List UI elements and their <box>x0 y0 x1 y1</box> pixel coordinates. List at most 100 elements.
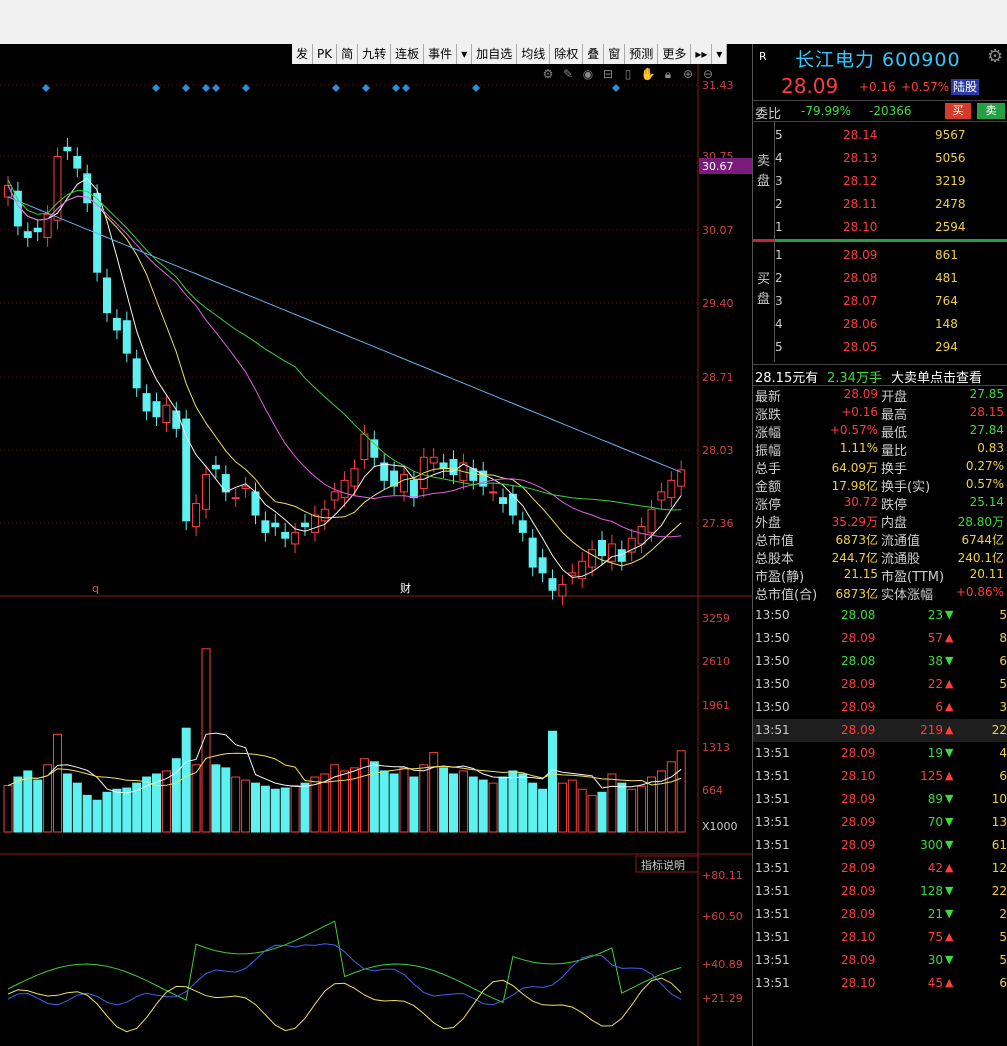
bid-price: 28.06 <box>843 317 878 331</box>
tick-row[interactable]: 13:51 28.09 128 ▼ 22 <box>753 880 1007 903</box>
buy-button[interactable]: 买 <box>945 103 971 119</box>
stat-label: 金额 <box>755 480 782 495</box>
toolbar-item-7[interactable]: 加自选 <box>472 44 518 64</box>
tick-row[interactable]: 13:51 28.10 75 ▲ 5 <box>753 926 1007 949</box>
basket-icon[interactable]: ⊟ <box>602 67 614 81</box>
volume-bar <box>429 752 439 833</box>
tick-row[interactable]: 13:51 28.10 45 ▲ 6 <box>753 972 1007 995</box>
stat-label: 流通值 <box>881 534 921 549</box>
tick-volume: 19 <box>927 746 943 760</box>
ask-row[interactable]: 3 28.12 3219 <box>775 169 1007 192</box>
tick-row[interactable]: 13:51 28.10 125 ▲ 6 <box>753 765 1007 788</box>
big-order-row[interactable]: 28.15元有 2.34万手 大卖单点击查看 <box>753 364 1007 386</box>
toolbar-item-10[interactable]: 叠 <box>583 44 605 64</box>
toolbar-item-5[interactable]: 事件 <box>424 44 458 64</box>
bookmark-icon[interactable]: ▯ <box>624 67 632 81</box>
big-order-price: 28.15元有 <box>755 371 819 386</box>
ask-row[interactable]: 1 28.10 2594 <box>775 215 1007 238</box>
volume-bar <box>508 770 518 833</box>
tick-row[interactable]: 13:50 28.08 23 ▼ 5 <box>753 604 1007 627</box>
volume-bar <box>171 758 181 833</box>
candle <box>429 456 438 464</box>
ask-lv: 2 <box>775 197 783 211</box>
bid-row[interactable]: 4 28.06 148 <box>775 312 1007 335</box>
tick-row[interactable]: 13:51 28.09 89 ▼ 10 <box>753 788 1007 811</box>
sell-button[interactable]: 卖 <box>977 103 1005 119</box>
hand-icon[interactable]: ✋ <box>640 67 656 81</box>
volume-bar <box>270 788 280 833</box>
volume-tick-label: 664 <box>702 784 723 797</box>
event-diamond-icon <box>152 84 160 92</box>
kline-chart-area[interactable] <box>0 44 752 1046</box>
volume-bar <box>211 764 221 833</box>
toolbar-item-11[interactable]: 窗 <box>604 44 626 64</box>
eye-icon[interactable]: ◉ <box>582 67 594 81</box>
tick-row[interactable]: 13:50 28.09 6 ▲ 3 <box>753 696 1007 719</box>
toolbar-item-8[interactable]: 均线 <box>517 44 551 64</box>
pen-icon[interactable]: ✎ <box>562 67 574 81</box>
volume-bar <box>389 773 399 833</box>
tick-row[interactable]: 13:51 28.09 300 ▼ 61 <box>753 834 1007 857</box>
zoom-in-icon[interactable]: ⊕ <box>682 67 694 81</box>
bid-row[interactable]: 5 28.05 294 <box>775 335 1007 358</box>
tick-row[interactable]: 13:50 28.09 22 ▲ 5 <box>753 673 1007 696</box>
toolbar-item-2[interactable]: 简 <box>337 44 359 64</box>
tick-row[interactable]: 13:51 28.09 30 ▼ 5 <box>753 949 1007 972</box>
candle <box>162 404 171 424</box>
tick-count: 6 <box>999 769 1007 783</box>
toolbar-item-0[interactable]: 发 <box>292 44 314 64</box>
toolbar-item-1[interactable]: PK <box>313 44 338 64</box>
tick-time: 13:51 <box>755 792 790 806</box>
toolbar-item-14[interactable]: ▸▸ <box>691 44 713 64</box>
tick-row[interactable]: 13:50 28.08 38 ▼ 6 <box>753 650 1007 673</box>
volume-bar <box>647 776 656 833</box>
zoom-out-icon[interactable]: ⊖ <box>702 67 714 81</box>
stat-row: 总市值 6873亿 流通值 6744亿 <box>753 530 1007 549</box>
stat-value: 6744亿 <box>961 533 1004 547</box>
market-tag[interactable]: 陆股 <box>951 79 980 95</box>
tick-row[interactable]: 13:51 28.09 42 ▲ 12 <box>753 857 1007 880</box>
stat-label: 市盈(TTM) <box>881 570 945 585</box>
toolbar-item-3[interactable]: 九转 <box>358 44 392 64</box>
event-diamond-icon <box>612 84 620 92</box>
bid-row[interactable]: 2 28.08 481 <box>775 266 1007 289</box>
big-order-link[interactable]: 大卖单点击查看 <box>891 371 983 386</box>
volume-bar <box>548 730 557 833</box>
current-price-tag <box>699 158 752 174</box>
volume-bar <box>666 761 676 833</box>
ask-row[interactable]: 2 28.11 2478 <box>775 192 1007 215</box>
ask-row[interactable]: 4 28.13 5056 <box>775 146 1007 169</box>
bid-row[interactable]: 1 28.09 861 <box>775 243 1007 266</box>
book-separator <box>753 239 1007 242</box>
volume-bar <box>231 776 241 833</box>
stock-name[interactable]: 长江电力 600900 <box>795 49 961 71</box>
toolbar-item-9[interactable]: 除权 <box>550 44 584 64</box>
candle <box>211 464 220 470</box>
bid-row[interactable]: 3 28.07 764 <box>775 289 1007 312</box>
gear-icon[interactable]: ⚙ <box>987 46 1004 67</box>
tick-row[interactable]: 13:51 28.09 70 ▼ 13 <box>753 811 1007 834</box>
ma30-line <box>7 179 682 511</box>
ask-row[interactable]: 5 28.14 9567 <box>775 123 1007 146</box>
tick-row[interactable]: 13:50 28.09 57 ▲ 8 <box>753 627 1007 650</box>
stat-label: 总股本 <box>755 552 795 567</box>
volume-bar <box>538 788 548 833</box>
toolbar-item-13[interactable]: 更多 <box>658 44 692 64</box>
volume-bar <box>142 776 152 833</box>
tick-row[interactable]: 13:51 28.09 219 ▲ 22 <box>753 719 1007 742</box>
stat-label: 最低 <box>881 426 908 441</box>
toolbar-item-4[interactable]: 连板 <box>391 44 425 64</box>
settings-icon[interactable]: ⚙ <box>542 67 554 81</box>
toolbar-item-15[interactable]: ▾ <box>712 44 728 64</box>
arrow-down-icon: ▼ <box>945 838 954 851</box>
candle <box>340 479 349 499</box>
lock-icon[interactable]: 🔒︎ <box>664 67 672 81</box>
toolbar-item-6[interactable]: ▾ <box>457 44 473 64</box>
toolbar-item-12[interactable]: 预测 <box>625 44 659 64</box>
indicator-help-button[interactable] <box>635 855 699 873</box>
indicator-tick-label: +80.11 <box>702 869 743 882</box>
indicator-tick-label: +60.50 <box>702 910 743 923</box>
price-tick-label: 29.40 <box>702 297 734 310</box>
tick-row[interactable]: 13:51 28.09 21 ▼ 2 <box>753 903 1007 926</box>
tick-row[interactable]: 13:51 28.09 19 ▼ 4 <box>753 742 1007 765</box>
